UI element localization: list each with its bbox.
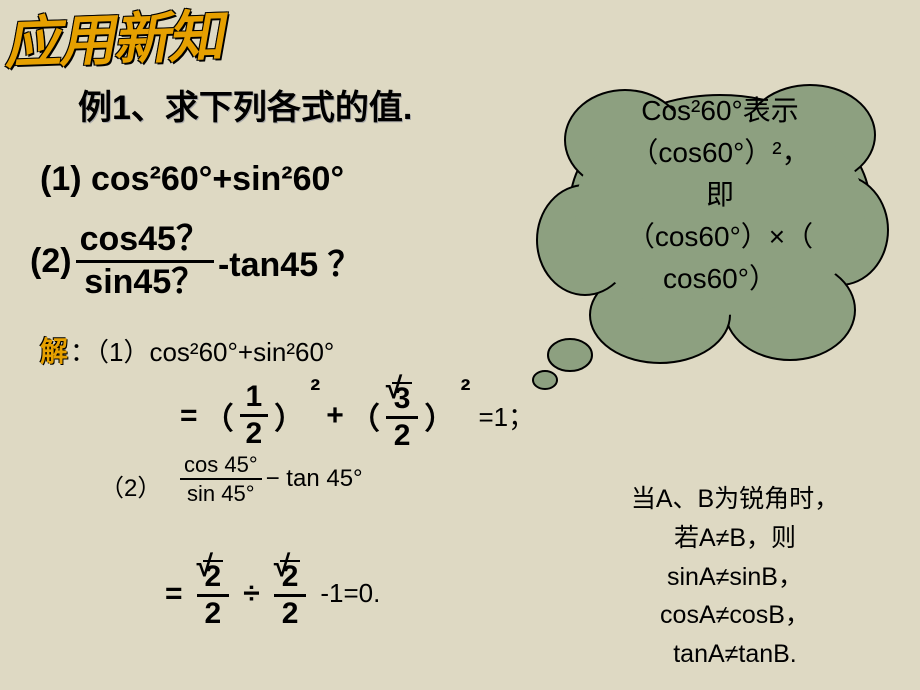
div-sign: ÷ bbox=[243, 577, 259, 611]
fa-den: 2 bbox=[199, 597, 228, 629]
fb-den: 2 bbox=[276, 597, 305, 629]
lparen2: （ bbox=[350, 394, 380, 438]
n-l4: cosA≠cosB， bbox=[660, 601, 810, 629]
f2-den: 2 bbox=[388, 419, 417, 451]
fb-num: 2 bbox=[274, 558, 307, 597]
n-l2: 若A≠B，则 bbox=[674, 524, 796, 552]
question-1: (1) cos²60°+sin²60° bbox=[40, 160, 344, 199]
q2-num: cos45？ bbox=[76, 222, 214, 263]
q2-den: sin45？ bbox=[80, 263, 209, 301]
sq1: ² bbox=[310, 374, 320, 408]
q2-label: (2) bbox=[30, 242, 72, 281]
c-l4: （cos60°）×（ bbox=[627, 221, 813, 252]
fa-num: 2 bbox=[197, 558, 230, 597]
eq-sign: = bbox=[180, 399, 198, 433]
s2-num: cos 45° bbox=[180, 453, 262, 480]
n-l5: tanA≠tanB. bbox=[673, 640, 797, 668]
slide: 应用新知 例1、求下列各式的值. (1) cos²60°+sin²60° (2)… bbox=[0, 0, 920, 690]
q2-fraction: cos45？ sin45？ bbox=[76, 222, 214, 300]
s2-den: sin 45° bbox=[183, 480, 259, 505]
frac-b: 2 2 bbox=[274, 558, 307, 629]
res1: =1； bbox=[478, 397, 534, 434]
c-l1: Cos²60°表示 bbox=[641, 95, 798, 126]
sol1-expr: ：（1）cos²60°+sin²60° bbox=[70, 337, 334, 367]
lparen1: （ bbox=[204, 394, 234, 438]
q2-tail: -tan45 ？ bbox=[218, 237, 362, 286]
solution-2-calc: = 2 2 ÷ 2 2 -1=0. bbox=[165, 558, 380, 629]
jie-label: 解 bbox=[40, 337, 68, 368]
eq2: = bbox=[165, 577, 183, 611]
n-l3: sinA≠sinB， bbox=[667, 563, 803, 591]
res2: -1=0. bbox=[320, 578, 380, 609]
solution-2-label: （2） bbox=[100, 468, 161, 503]
frac-a: 2 2 bbox=[197, 558, 230, 629]
question-2: (2) cos45？ sin45？ -tan45 ？ bbox=[30, 222, 362, 300]
c-l5: cos60°） bbox=[663, 263, 777, 294]
frac-sqrt3-2: 3 2 bbox=[386, 380, 419, 451]
f2-num: 3 bbox=[386, 380, 419, 419]
side-note: 当A、B为锐角时， 若A≠B，则 sinA≠sinB， cosA≠cosB， t… bbox=[570, 480, 900, 674]
example-title: 例1、求下列各式的值. bbox=[78, 80, 412, 129]
frac-1-2: 1 2 bbox=[240, 382, 269, 449]
n-l1: 当A、B为锐角时， bbox=[631, 485, 839, 513]
cloud-text: Cos²60°表示 （cos60°）²， 即 （cos60°）×（ cos60°… bbox=[590, 90, 850, 300]
c-l3: 即 bbox=[706, 179, 734, 210]
f1-den: 2 bbox=[240, 417, 269, 449]
sol2-frac: cos 45° sin 45° bbox=[180, 453, 262, 505]
solution-2-expr: cos 45° sin 45° − tan 45° bbox=[180, 453, 363, 505]
rparen2: ） bbox=[424, 394, 454, 438]
plus: + bbox=[326, 399, 344, 433]
thought-cloud: Cos²60°表示 （cos60°）²， 即 （cos60°）×（ cos60°… bbox=[530, 60, 890, 390]
solution-1-calc: = （ 1 2 ） ² + （ 3 2 ） ² =1； bbox=[180, 380, 534, 451]
banner-title: 应用新知 bbox=[2, 0, 234, 80]
solution-1-label: 解：（1）cos²60°+sin²60° bbox=[40, 330, 334, 370]
f1-num: 1 bbox=[240, 382, 269, 417]
c-l2: （cos60°）²， bbox=[630, 137, 809, 168]
sq2: ² bbox=[460, 374, 470, 408]
sol2-minus: − tan 45° bbox=[266, 465, 363, 493]
rparen1: ） bbox=[274, 394, 304, 438]
